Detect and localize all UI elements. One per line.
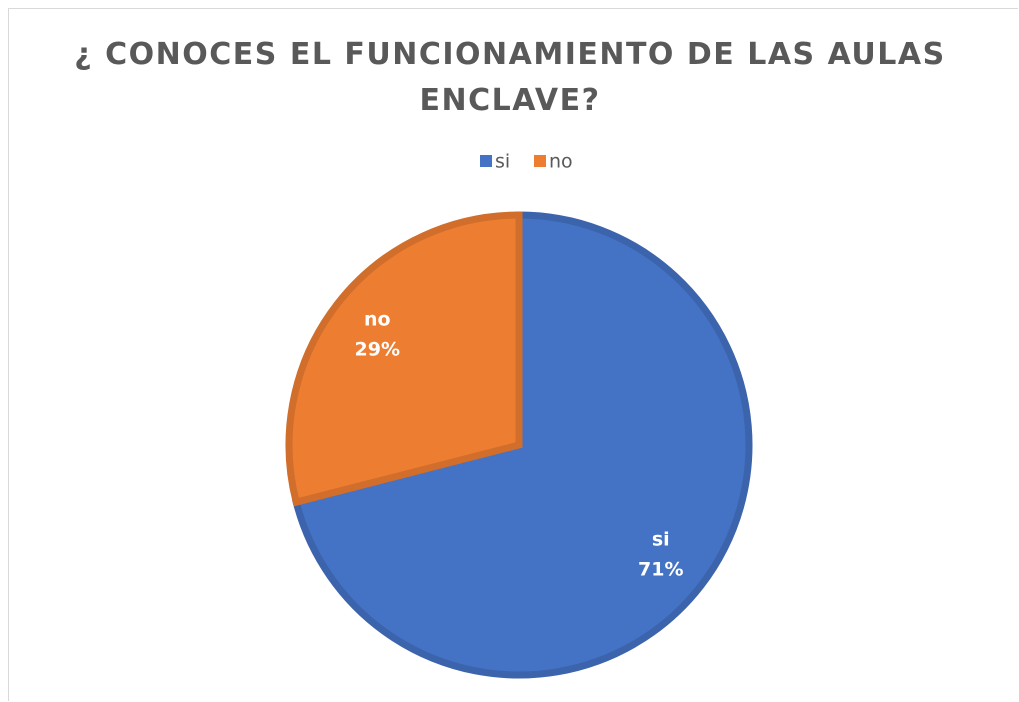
legend-label: no [549,151,573,173]
data-label-value: 71% [638,558,683,580]
chart-title: ¿ CONOCES EL FUNCIONAMIENTO DE LAS AULAS… [74,37,946,118]
data-label-name: si [652,528,670,550]
legend-swatch [534,155,546,167]
chart-frame [8,8,1018,701]
data-label-value: 29% [355,339,400,361]
pie-slice [285,211,523,507]
legend-label: si [495,151,510,173]
pie-slice [291,211,753,679]
legend-swatch [480,155,492,167]
data-label-name: no [364,309,391,331]
